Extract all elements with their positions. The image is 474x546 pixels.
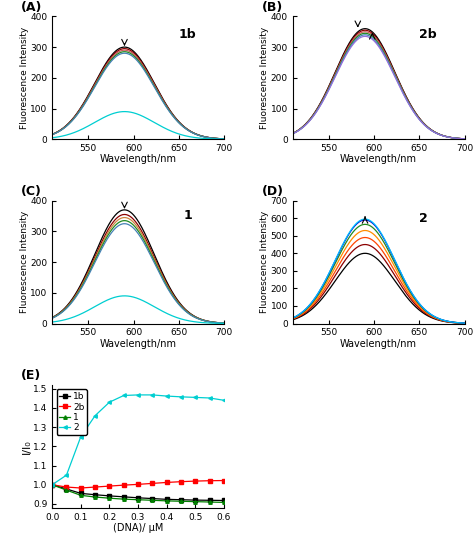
2 [64, 472, 69, 478]
2 [164, 393, 170, 399]
1 [107, 495, 112, 501]
1b [107, 492, 112, 499]
2 [192, 394, 198, 401]
X-axis label: Wavelength/nm: Wavelength/nm [340, 339, 417, 349]
Text: (E): (E) [21, 370, 41, 382]
Text: (C): (C) [21, 185, 42, 198]
X-axis label: Wavelength/nm: Wavelength/nm [100, 339, 176, 349]
1b [178, 496, 184, 503]
X-axis label: (DNA)/ μM: (DNA)/ μM [113, 523, 163, 533]
1b [149, 495, 155, 502]
Y-axis label: Fluorescence Intensity: Fluorescence Intensity [260, 211, 269, 313]
2 [221, 397, 227, 403]
Text: (B): (B) [262, 1, 283, 14]
1b [121, 494, 127, 500]
2b [192, 478, 198, 484]
2b [92, 484, 98, 490]
2b [107, 483, 112, 489]
Line: 2: 2 [50, 393, 226, 486]
Text: 2b: 2b [419, 28, 437, 41]
2b [49, 482, 55, 488]
Text: (D): (D) [262, 185, 284, 198]
1 [149, 497, 155, 503]
1 [64, 487, 69, 494]
2b [149, 480, 155, 486]
X-axis label: Wavelength/nm: Wavelength/nm [340, 155, 417, 164]
1b [192, 497, 198, 503]
1 [178, 498, 184, 505]
2 [121, 392, 127, 399]
2b [64, 484, 69, 490]
1 [49, 482, 55, 488]
1b [92, 491, 98, 498]
1 [192, 498, 198, 505]
1b [164, 496, 170, 503]
Y-axis label: Fluorescence Intensity: Fluorescence Intensity [19, 27, 28, 129]
Text: 2: 2 [419, 212, 428, 225]
1 [207, 498, 212, 505]
Y-axis label: Fluorescence Intensity: Fluorescence Intensity [260, 27, 269, 129]
1b [49, 482, 55, 488]
X-axis label: Wavelength/nm: Wavelength/nm [100, 155, 176, 164]
2 [92, 412, 98, 419]
Line: 1b: 1b [50, 483, 226, 502]
2 [135, 391, 141, 398]
Line: 1: 1 [50, 483, 226, 504]
2 [49, 482, 55, 488]
Y-axis label: Fluorescence Intensity: Fluorescence Intensity [19, 211, 28, 313]
Text: 1b: 1b [179, 28, 196, 41]
2 [78, 434, 83, 440]
1 [221, 499, 227, 506]
1b [135, 495, 141, 501]
1b [207, 497, 212, 503]
2b [121, 482, 127, 489]
1b [221, 497, 227, 504]
Line: 2b: 2b [50, 479, 226, 490]
1 [121, 496, 127, 502]
Text: 1: 1 [183, 209, 192, 222]
1 [164, 497, 170, 504]
2b [135, 481, 141, 488]
Legend: 1b, 2b, 1, 2: 1b, 2b, 1, 2 [57, 389, 87, 435]
2b [78, 485, 83, 491]
2 [149, 391, 155, 398]
2b [178, 478, 184, 485]
1b [64, 486, 69, 492]
1 [135, 496, 141, 503]
2 [107, 399, 112, 406]
2 [207, 395, 212, 401]
Text: (A): (A) [21, 1, 43, 14]
2b [164, 479, 170, 486]
1b [78, 490, 83, 497]
2b [207, 477, 212, 484]
2b [221, 477, 227, 484]
2 [178, 394, 184, 400]
1 [92, 494, 98, 500]
Y-axis label: I/I₀: I/I₀ [21, 439, 31, 454]
1 [78, 492, 83, 498]
